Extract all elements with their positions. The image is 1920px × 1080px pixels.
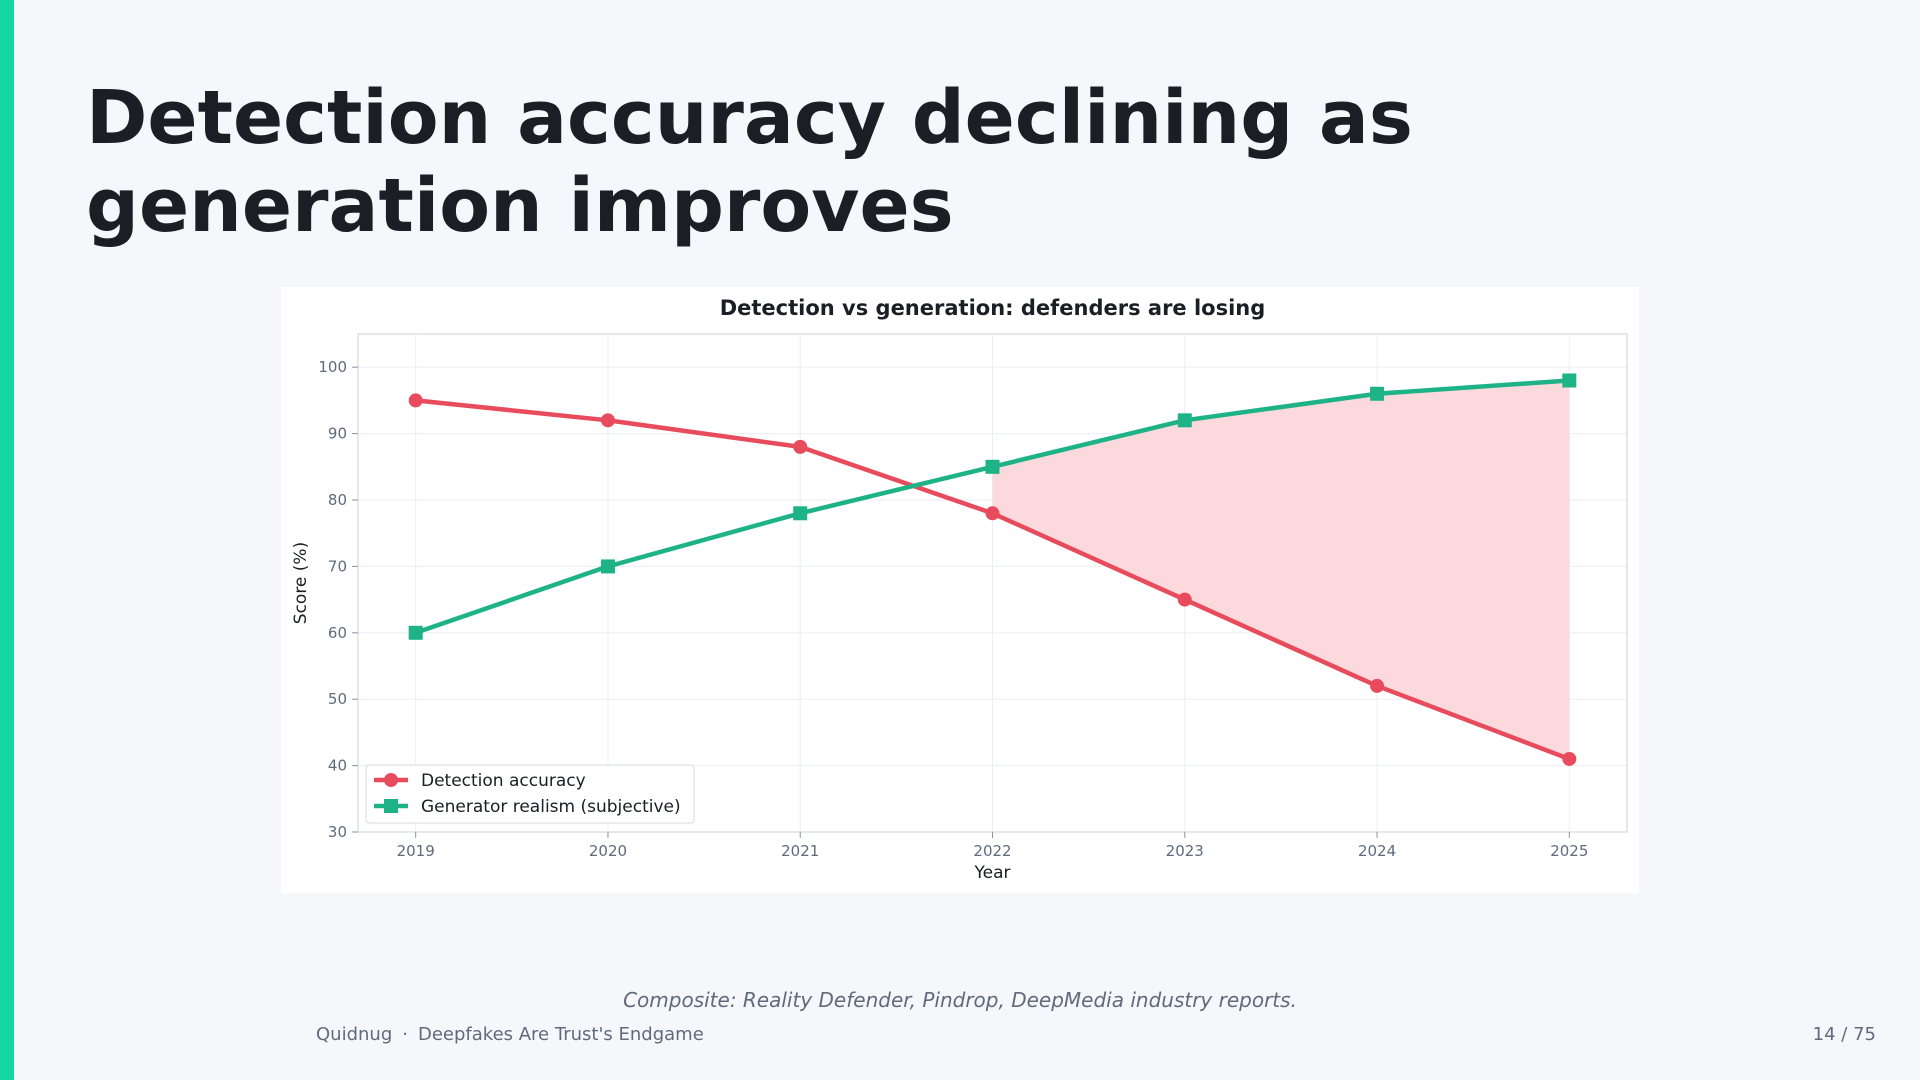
chart-container: 30 40 50 60 70 80 90 100 2019 2020 2021 2022 2023 202… xyxy=(281,287,1639,893)
data-point xyxy=(408,393,423,408)
legend-label: Generator realism (subjective) xyxy=(421,797,681,817)
y-tick-label: 70 xyxy=(328,557,347,575)
accent-bar xyxy=(0,0,14,1080)
slide-title: Detection accuracy declining as generati… xyxy=(86,75,1413,249)
data-point xyxy=(1562,373,1577,388)
data-point xyxy=(600,413,615,428)
legend-item: Generator realism (subjective) xyxy=(374,797,681,817)
footer-deck-title: Deepfakes Are Trust's Endgame xyxy=(417,1024,704,1045)
legend-swatch-marker xyxy=(384,799,398,813)
y-tick-label: 80 xyxy=(328,491,347,509)
data-point xyxy=(985,459,1000,474)
x-tick-label: 2023 xyxy=(1166,842,1204,860)
data-point xyxy=(1562,751,1577,766)
legend-swatch-marker xyxy=(384,773,398,787)
chart-title: Detection vs generation: defenders are l… xyxy=(720,296,1266,320)
footer-brand: Quidnug xyxy=(316,1024,393,1045)
y-tick-label: 60 xyxy=(328,624,347,642)
y-axis-label: Score (%) xyxy=(291,542,311,624)
data-point xyxy=(408,625,423,640)
gap-fill-area xyxy=(992,380,1570,759)
y-tick-label: 40 xyxy=(328,757,347,775)
legend-label: Detection accuracy xyxy=(421,771,586,791)
x-axis-label: Year xyxy=(974,863,1011,883)
y-tick-label: 30 xyxy=(328,823,347,841)
page-number: 14 / 75 xyxy=(1812,1024,1876,1045)
data-point xyxy=(1177,592,1192,607)
footer-left: Quidnug · Deepfakes Are Trust's Endgame xyxy=(316,1024,704,1045)
line-chart: 30 40 50 60 70 80 90 100 2019 2020 2021 2022 2023 202… xyxy=(291,296,1628,883)
data-point xyxy=(793,439,808,454)
series-2 xyxy=(408,373,1577,640)
x-tick-label: 2019 xyxy=(397,842,435,860)
x-tick-label: 2024 xyxy=(1358,842,1396,860)
legend-item: Detection accuracy xyxy=(374,771,586,791)
source-caption: Composite: Reality Defender, Pindrop, De… xyxy=(623,988,1297,1012)
data-point xyxy=(1370,386,1385,401)
data-point xyxy=(600,559,615,574)
y-tick-label: 100 xyxy=(318,358,347,376)
data-point xyxy=(1177,413,1192,428)
x-tick-label: 2022 xyxy=(973,842,1011,860)
series-1 xyxy=(408,393,1577,766)
y-tick-label: 50 xyxy=(328,690,347,708)
x-tick-label: 2021 xyxy=(781,842,819,860)
data-point xyxy=(1370,678,1385,693)
y-tick-label: 90 xyxy=(328,425,347,443)
legend-box xyxy=(365,764,695,824)
data-point xyxy=(985,506,1000,521)
x-tick-label: 2020 xyxy=(589,842,627,860)
x-tick-label: 2025 xyxy=(1550,842,1588,860)
footer-separator: · xyxy=(402,1024,408,1045)
data-point xyxy=(793,506,808,521)
